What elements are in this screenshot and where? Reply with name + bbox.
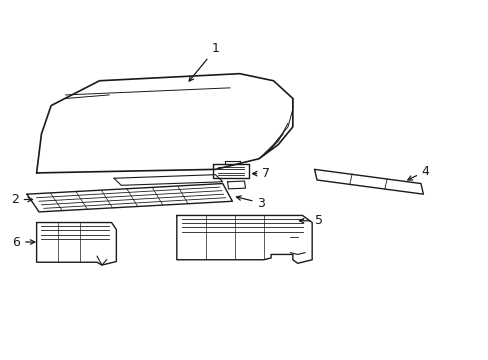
Text: 2: 2: [11, 193, 32, 206]
Text: 1: 1: [189, 42, 219, 81]
Text: 3: 3: [236, 196, 265, 210]
Text: 5: 5: [299, 214, 323, 227]
Text: 4: 4: [407, 165, 429, 180]
Text: 6: 6: [12, 235, 35, 248]
Text: 7: 7: [252, 167, 270, 180]
